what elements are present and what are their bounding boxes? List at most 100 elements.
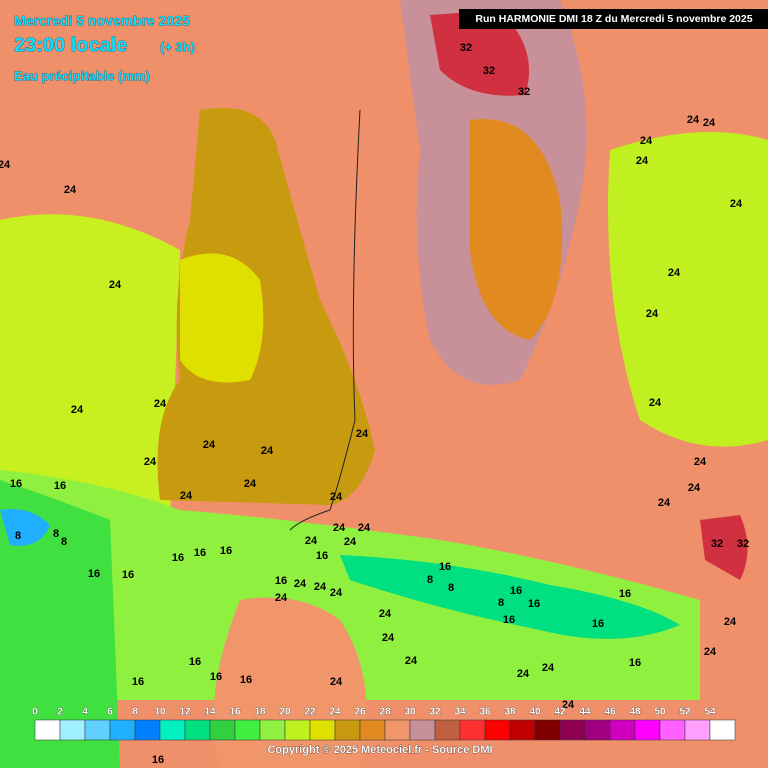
colorbar-label: 54 — [704, 707, 716, 718]
colorbar-swatch — [259, 719, 286, 741]
contour-label: 24 — [382, 632, 395, 644]
contour-label: 24 — [244, 478, 257, 490]
colorbar-swatch — [509, 719, 536, 741]
date: Mercredi 5 novembre 2025 — [14, 13, 190, 29]
colorbar-label: 42 — [554, 707, 566, 718]
contour-label: 24 — [64, 184, 77, 196]
contour-label: 24 — [517, 668, 530, 680]
colorbar-label: 20 — [279, 707, 291, 718]
colorbar: 0 2 4 6 8 10 12 14 16 18 20 22 24 26 28 30 32 34 36 38 40 42 4… — [32, 706, 736, 741]
contour-label: 24 — [71, 404, 84, 416]
contour-label: 24 — [542, 662, 555, 674]
contour-label: 24 — [144, 456, 157, 468]
contour-label: 16 — [152, 754, 164, 766]
contour-label: 16 — [240, 674, 252, 686]
colorbar-label: 24 — [329, 707, 341, 718]
colorbar-label: 28 — [379, 707, 391, 718]
colorbar-label: 34 — [454, 707, 466, 718]
contour-label: 24 — [344, 536, 357, 548]
colorbar-label: 2 — [57, 707, 63, 718]
contour-label: 24 — [154, 398, 167, 410]
contour-label: 8 — [498, 597, 504, 609]
contour-label: 8 — [61, 536, 67, 548]
contour-label: 24 — [405, 655, 418, 667]
colorbar-swatch — [209, 719, 236, 741]
area-yellow — [180, 253, 264, 383]
contour-label: 16 — [10, 478, 22, 490]
contour-label: 8 — [448, 582, 454, 594]
contour-label: 24 — [636, 155, 649, 167]
contour-label: 8 — [53, 528, 59, 540]
contour-label: 8 — [427, 574, 433, 586]
colorbar-label: 4 — [82, 707, 88, 718]
area-orange — [470, 119, 562, 340]
colorbar-swatch — [234, 719, 261, 741]
contour-label: 16 — [54, 480, 66, 492]
contour-label: 24 — [330, 491, 343, 503]
colorbar-label: 26 — [354, 707, 366, 718]
colorbar-label: 32 — [429, 707, 441, 718]
contour-label: 24 — [358, 522, 371, 534]
contour-label: 24 — [724, 616, 737, 628]
colorbar-swatch — [459, 719, 486, 741]
run-banner — [459, 9, 768, 29]
contour-label: 16 — [172, 552, 184, 564]
contour-label: 24 — [704, 646, 717, 658]
colorbar-label: 6 — [107, 707, 113, 718]
colorbar-swatch — [684, 719, 711, 741]
area-yellow-green — [0, 214, 180, 521]
contour-label: 16 — [220, 545, 232, 557]
colorbar-label: 44 — [579, 707, 591, 718]
contour-label: 32 — [518, 86, 530, 98]
contour-label: 16 — [592, 618, 604, 630]
colorbar-label: 30 — [404, 707, 416, 718]
colorbar-swatch — [159, 719, 186, 741]
colorbar-swatch — [84, 719, 111, 741]
contour-label: 24 — [688, 482, 701, 494]
contour-label: 16 — [132, 676, 144, 688]
contour-label: 16 — [629, 657, 641, 669]
contour-label: 24 — [379, 608, 392, 620]
offset: (+ 3h) — [160, 39, 195, 54]
contour-label: 24 — [730, 198, 743, 210]
area-red — [430, 10, 530, 96]
area-blue — [0, 509, 50, 546]
colorbar-swatch — [634, 719, 661, 741]
colorbar-label: 40 — [529, 707, 541, 718]
colorbar-label: 12 — [179, 707, 191, 718]
contour-label: 32 — [460, 42, 472, 54]
colorbar-swatch — [34, 719, 61, 741]
colorbar-swatch — [534, 719, 561, 741]
area-red-east — [700, 515, 748, 580]
colorbar-swatch — [384, 719, 411, 741]
contour-label: 24 — [330, 676, 343, 688]
contour-label: 16 — [88, 568, 100, 580]
run-info: Run HARMONIE DMI 18 Z du Mercredi 5 nove… — [475, 13, 752, 25]
contour-label: 24 — [314, 581, 327, 593]
contour-label: 16 — [619, 588, 631, 600]
colorbar-swatch — [184, 719, 211, 741]
colorbar-label: 0 — [32, 707, 38, 718]
colorbar-label: 52 — [679, 707, 691, 718]
colorbar-label: 14 — [204, 707, 216, 718]
area-olive — [157, 108, 375, 505]
colorbar-label: 10 — [154, 707, 166, 718]
copyright: Copyright © 2025 Meteociel.fr - Source D… — [267, 744, 492, 756]
colorbar-swatch — [484, 719, 511, 741]
contour-label: 16 — [210, 671, 222, 683]
colorbar-label: 8 — [132, 707, 138, 718]
contour-label: 16 — [275, 575, 287, 587]
contour-label: 8 — [15, 530, 21, 542]
contour-label: 24 — [694, 456, 707, 468]
contour-label: 16 — [503, 614, 515, 626]
contour-label: 24 — [356, 428, 369, 440]
coastline — [289, 109, 361, 531]
contour-label: 24 — [649, 397, 662, 409]
contour-label: 24 — [109, 279, 122, 291]
contour-label: 24 — [0, 159, 11, 171]
contour-label: 24 — [646, 308, 659, 320]
colorbar-swatch — [359, 719, 386, 741]
colorbar-swatch — [609, 719, 636, 741]
